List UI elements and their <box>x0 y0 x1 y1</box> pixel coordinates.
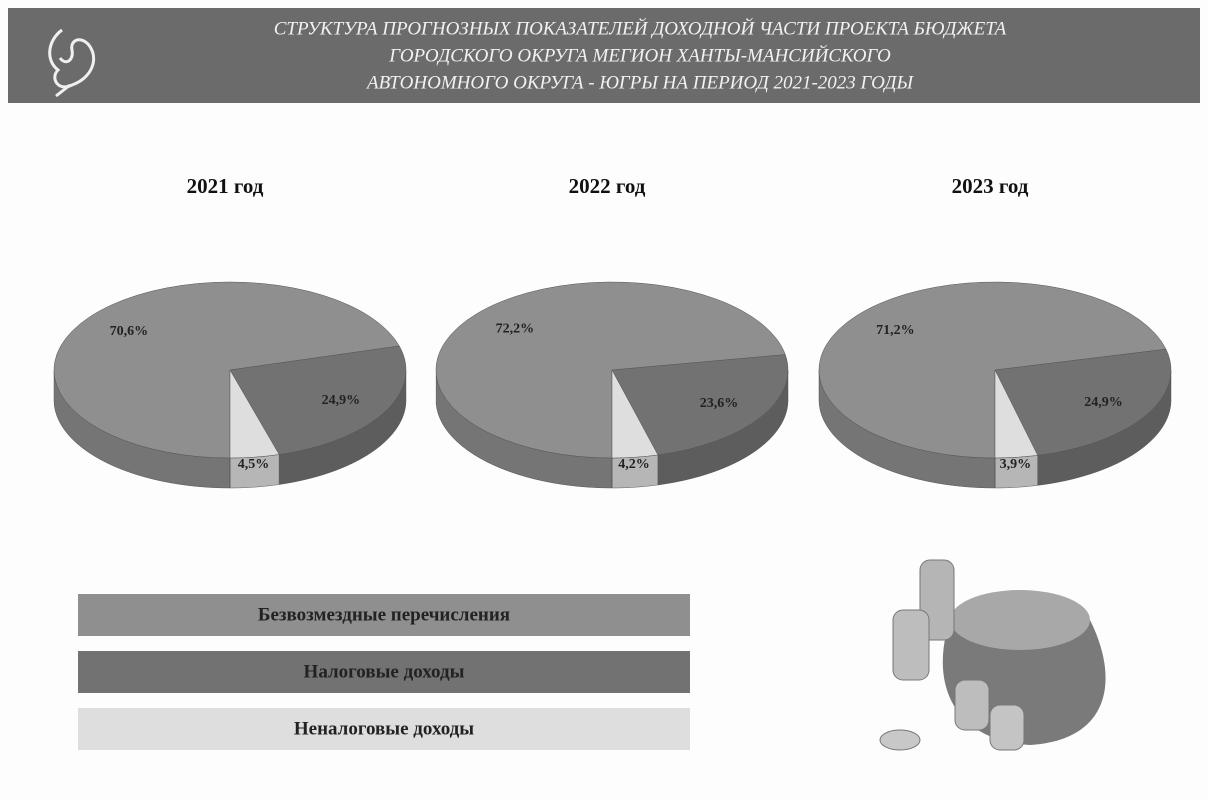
coin <box>880 730 920 750</box>
value-label: 24,9% <box>322 393 361 408</box>
header-title: ГОРОДСКОГО ОКРУГА МЕГИОН ХАНТЫ-МАНСИЙСКО… <box>388 43 891 66</box>
value-label: 70,6% <box>110 324 149 339</box>
value-label: 72,2% <box>496 322 535 337</box>
chart-title: 2023 год <box>952 174 1029 198</box>
value-label: 24,9% <box>1084 395 1123 410</box>
coin-stack <box>893 610 929 680</box>
legend-label: Безвозмездные перечисления <box>258 604 510 625</box>
value-label: 71,2% <box>876 323 915 338</box>
value-label: 4,5% <box>238 457 270 472</box>
value-label: 4,2% <box>618 457 650 472</box>
pie-chart: 72,2% 23,6% 4,2% <box>436 282 788 488</box>
chart-title: 2022 год <box>569 174 646 198</box>
value-label: 23,6% <box>700 396 739 411</box>
coin-stack <box>955 680 989 730</box>
header-title: АВТОНОМНОГО ОКРУГА - ЮГРЫ НА ПЕРИОД 2021… <box>365 72 914 93</box>
pie-chart: 71,2% 24,9% 3,9% <box>819 282 1171 488</box>
page: СТРУКТУРА ПРОГНОЗНЫХ ПОКАЗАТЕЛЕЙ ДОХОДНО… <box>0 0 1208 800</box>
coin-stack <box>990 705 1024 750</box>
pie-chart: 70,6% 24,9% 4,5% <box>54 282 406 488</box>
header-title: СТРУКТУРА ПРОГНОЗНЫХ ПОКАЗАТЕЛЕЙ ДОХОДНО… <box>274 16 1007 39</box>
purse-coins <box>950 590 1090 650</box>
legend-label: Налоговые доходы <box>304 661 465 682</box>
legend-label: Неналоговые доходы <box>294 718 474 739</box>
chart-title: 2021 год <box>187 174 264 198</box>
value-label: 3,9% <box>1000 457 1032 472</box>
